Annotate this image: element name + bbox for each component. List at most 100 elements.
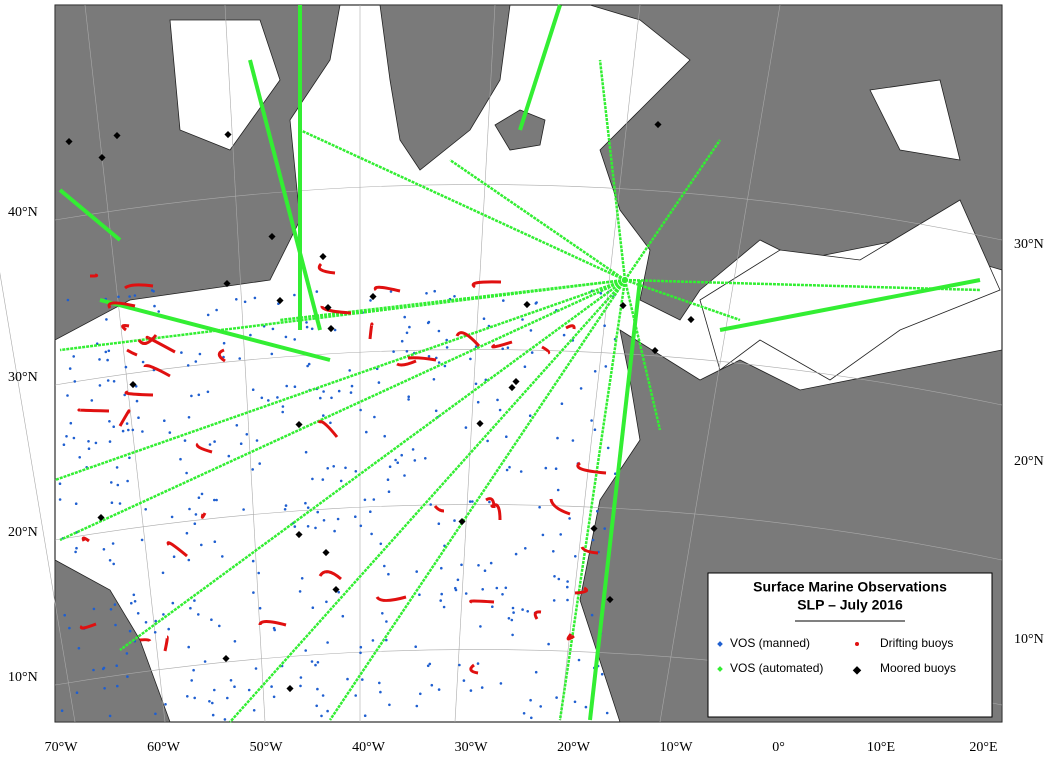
drifter-track (77, 408, 110, 413)
vos-manned-dot (243, 300, 247, 304)
vos-manned-dot (310, 327, 314, 331)
vos-manned-dot (403, 474, 406, 477)
vos-manned-dot (319, 396, 322, 400)
vos-automated-track (279, 278, 626, 322)
vos-manned-dot (194, 360, 198, 363)
vos-manned-dot (590, 419, 593, 422)
vos-manned-dot (378, 681, 381, 685)
vos-manned-dot (78, 456, 81, 459)
latitude-label: 30°N (8, 370, 38, 385)
drifter-track (126, 348, 138, 357)
vos-manned-dot (131, 428, 135, 432)
vos-manned-dot (306, 525, 310, 528)
vos-manned-dot (359, 651, 362, 655)
vos-manned-dot (603, 324, 606, 328)
vos-automated-track (623, 139, 722, 281)
vos-manned-dot (206, 313, 210, 317)
moored-buoy (286, 685, 294, 693)
vos-automated-track (624, 278, 981, 292)
vos-manned-dot (299, 676, 303, 679)
vos-manned-dot (365, 430, 368, 434)
vos-manned-dot (428, 662, 432, 666)
vos-manned-dot (322, 519, 326, 522)
vos-manned-dot (469, 357, 472, 361)
moored-buoy (268, 232, 276, 241)
vos-manned-dot (235, 424, 239, 427)
vos-manned-dot (407, 398, 410, 401)
vos-manned-dot (66, 394, 69, 397)
vos-manned-dot (445, 346, 449, 349)
vos-manned-dot (153, 631, 157, 634)
vos-manned-dot (605, 711, 609, 715)
vos-manned-dot (187, 645, 190, 649)
vos-manned-dot (405, 331, 409, 335)
vos-manned-dot (185, 531, 189, 535)
hudson-bay (169, 19, 281, 151)
vos-manned-dot (326, 467, 330, 470)
observations (54, 4, 981, 723)
longitude-label: 20°W (557, 740, 591, 755)
vos-manned-dot (484, 378, 488, 382)
vos-manned-dot (128, 295, 131, 298)
drifter-track (469, 599, 495, 604)
vos-manned-dot (529, 698, 532, 702)
vos-manned-dot (163, 419, 166, 423)
drifter-track (121, 324, 130, 332)
vos-manned-dot (388, 465, 392, 469)
vos-manned-dot (293, 293, 296, 297)
vos-manned-dot (223, 718, 227, 721)
longitude-label: 10°E (867, 740, 895, 755)
inland-water (169, 19, 1001, 381)
vos-manned-dot (396, 461, 400, 465)
vos-manned-dot (519, 470, 523, 473)
vos-manned-dot (197, 393, 201, 397)
vos-manned-dot (251, 559, 255, 563)
vos-manned-dot (359, 408, 362, 412)
moored-buoy (458, 518, 466, 526)
legend-marker (855, 642, 859, 646)
latitude-label: 10°N (8, 670, 38, 685)
vos-manned-dot (593, 370, 597, 373)
vos-manned-dot (530, 716, 533, 720)
vos-manned-dot (529, 329, 533, 332)
vos-manned-dot (579, 387, 583, 390)
vos-automated-track (58, 188, 122, 242)
vos-manned-dot (193, 522, 197, 525)
drifter-track (145, 335, 176, 354)
legend-label: Drifting buoys (880, 636, 953, 650)
vos-manned-dot (394, 458, 397, 462)
vos-manned-dot (247, 688, 251, 692)
vos-manned-dot (539, 705, 542, 708)
moored-buoy (523, 301, 531, 309)
vos-manned-dot (305, 321, 308, 324)
vos-manned-dot (359, 645, 363, 649)
vos-manned-dot (541, 533, 545, 537)
vos-manned-dot (126, 675, 129, 678)
vos-manned-dot (270, 352, 274, 356)
vos-manned-dot (87, 440, 90, 443)
vos-manned-dot (68, 626, 71, 630)
vos-manned-dot (190, 394, 193, 398)
vos-manned-dot (437, 522, 441, 525)
vos-manned-dot (172, 555, 176, 558)
vos-manned-dot (271, 327, 275, 331)
vos-manned-dot (310, 660, 314, 663)
vos-manned-dot (98, 384, 102, 387)
vos-manned-dot (434, 409, 438, 413)
vos-manned-dot (114, 623, 117, 627)
vos-manned-dot (554, 467, 558, 471)
vos-manned-dot (74, 502, 78, 506)
vos-manned-dot (332, 465, 336, 468)
vos-manned-dot (87, 447, 91, 451)
vos-manned-dot (483, 569, 487, 572)
vos-manned-dot (349, 391, 353, 394)
vos-manned-dot (476, 400, 480, 404)
vos-manned-dot (413, 459, 417, 462)
meridian (559, 4, 641, 723)
vos-manned-dot (157, 310, 160, 313)
vos-manned-dot (386, 478, 390, 482)
vos-manned-dot (229, 679, 233, 682)
moored-buoy (222, 655, 230, 663)
vos-manned-dot (208, 700, 211, 703)
vos-manned-dot (314, 663, 317, 667)
